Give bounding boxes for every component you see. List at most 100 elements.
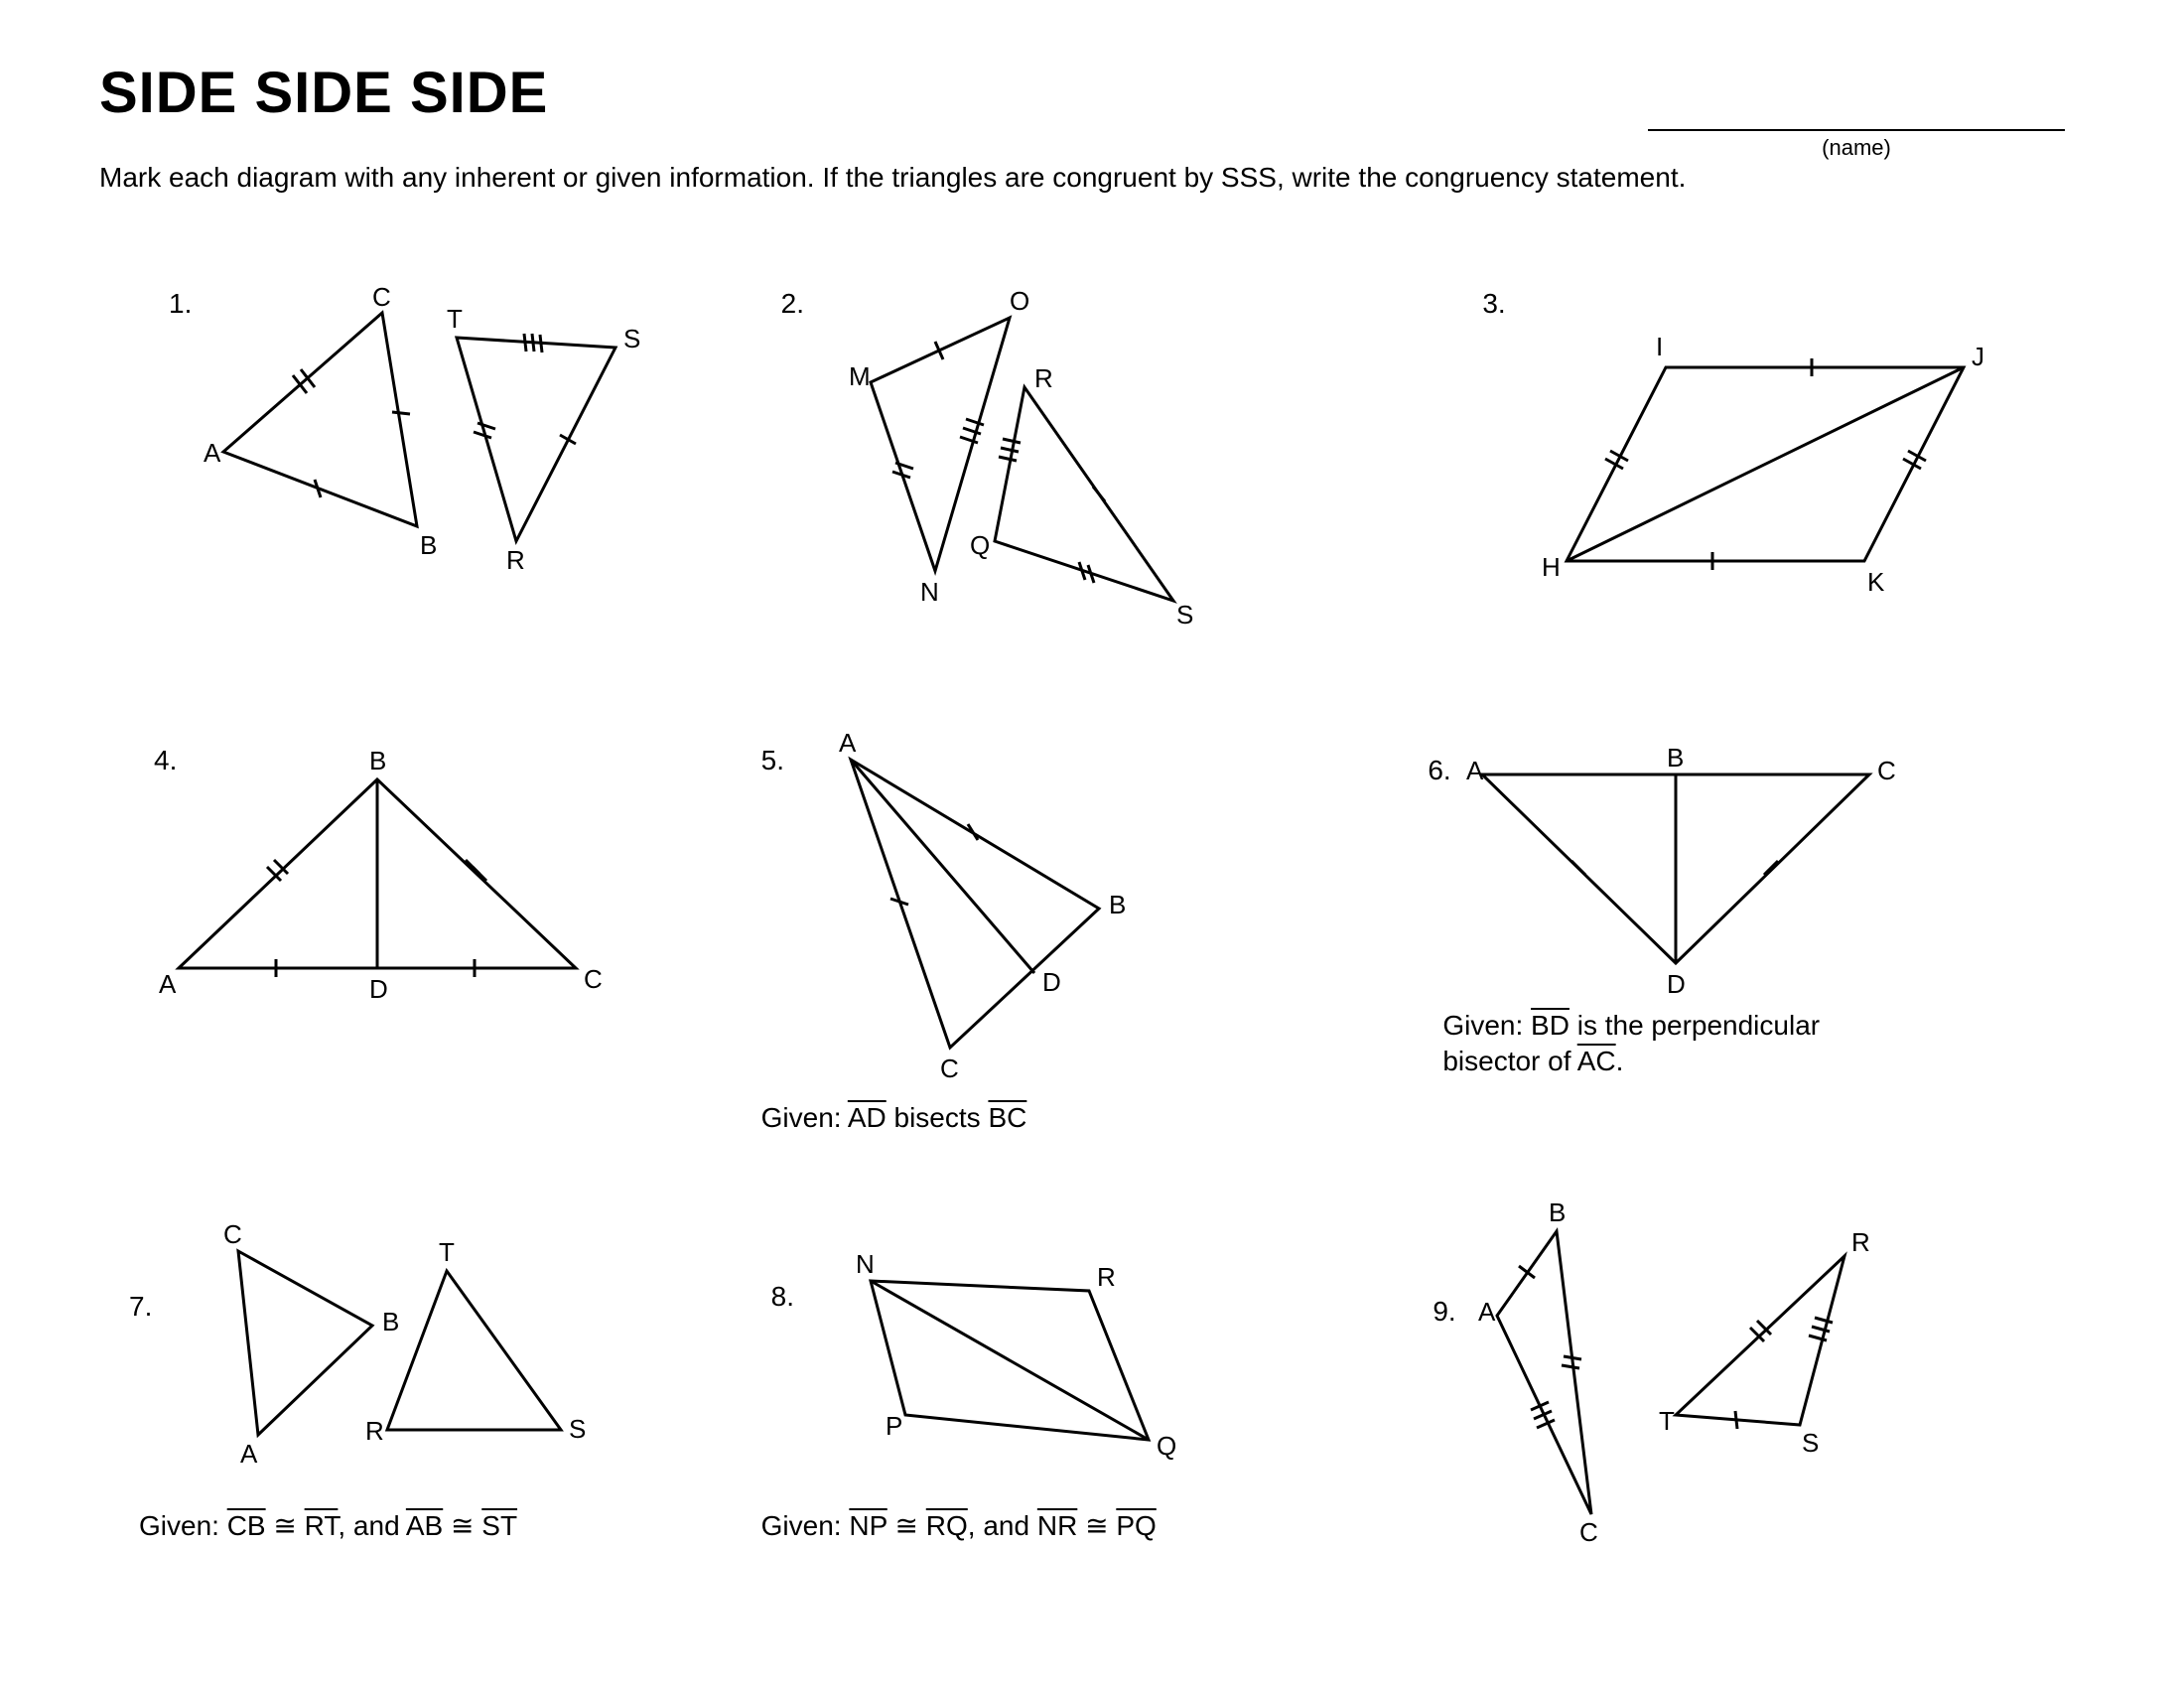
given-label: Given: — [761, 1510, 850, 1541]
instructions: Mark each diagram with any inherent or g… — [99, 162, 2085, 194]
svg-text:D: D — [1667, 969, 1686, 999]
cong: ≅ — [443, 1510, 481, 1541]
diagram-4: A B C D — [119, 735, 635, 1082]
given-label: Given: — [139, 1510, 227, 1541]
segment: PQ — [1116, 1510, 1156, 1541]
svg-text:N: N — [920, 577, 939, 607]
segment: AC — [1577, 1046, 1616, 1076]
svg-text:N: N — [856, 1249, 875, 1279]
svg-text:B: B — [1549, 1197, 1566, 1227]
given-text: Given: CB ≅ RT, and AB ≅ ST — [139, 1509, 517, 1542]
name-label: (name) — [1648, 135, 2065, 161]
svg-text:S: S — [1176, 600, 1193, 630]
diagram-7: C B A T S R — [149, 1211, 645, 1509]
svg-text:B: B — [420, 530, 437, 560]
svg-text:Q: Q — [1157, 1431, 1176, 1461]
page-title: SIDE SIDE SIDE — [99, 60, 2085, 126]
segment: CB — [227, 1510, 266, 1541]
and: , and — [338, 1510, 406, 1541]
problem-3: 3. I J H K — [1423, 278, 2085, 715]
svg-text:B: B — [369, 746, 386, 775]
svg-text:A: A — [839, 730, 857, 758]
svg-text:A: A — [1478, 1297, 1496, 1327]
problem-9: 9. A B C — [1423, 1192, 2085, 1609]
segment: ST — [481, 1510, 517, 1541]
svg-text:R: R — [1851, 1227, 1870, 1257]
segment: NR — [1037, 1510, 1077, 1541]
segment: NP — [849, 1510, 887, 1541]
problem-7: 7. C B A T S R Given: CB ≅ RT, and AB ≅ … — [99, 1192, 761, 1609]
svg-text:S: S — [623, 324, 640, 353]
given-mid: bisects — [887, 1102, 989, 1133]
svg-text:T: T — [1659, 1406, 1675, 1436]
svg-text:K: K — [1867, 567, 1885, 597]
diagram-8: N R Q P — [801, 1241, 1248, 1519]
given-line2: bisector of — [1442, 1046, 1576, 1076]
segment: BC — [988, 1102, 1026, 1133]
diagram-5: A B C D — [791, 730, 1238, 1087]
svg-text:T: T — [439, 1237, 455, 1267]
name-rule — [1648, 129, 2065, 131]
problem-number: 6. — [1428, 755, 1450, 786]
svg-text:R: R — [506, 545, 525, 575]
svg-text:C: C — [1579, 1517, 1598, 1547]
svg-text:D: D — [1042, 967, 1061, 997]
svg-text:S: S — [569, 1414, 586, 1444]
diagram-3: I J H K — [1472, 298, 2028, 645]
svg-text:M: M — [849, 361, 871, 391]
segment: AD — [848, 1102, 887, 1133]
svg-text:C: C — [372, 282, 391, 312]
svg-text:I: I — [1656, 332, 1663, 361]
svg-text:T: T — [447, 304, 463, 334]
problem-2: 2. M O N — [761, 278, 1424, 715]
given-text: Given: BD is the perpendicular bisector … — [1442, 1008, 1820, 1079]
svg-text:Q: Q — [970, 530, 990, 560]
problem-1: 1. A C B — [99, 278, 761, 715]
problem-5: 5. A B C D Given: AD bisects BC — [761, 715, 1424, 1192]
segment: AB — [406, 1510, 443, 1541]
svg-text:C: C — [584, 964, 603, 994]
diagram-6: A B C D — [1452, 745, 1929, 1023]
svg-text:B: B — [1109, 890, 1126, 919]
svg-text:A: A — [159, 969, 177, 999]
given-label: Given: — [1442, 1010, 1531, 1041]
svg-text:R: R — [1034, 363, 1053, 393]
worksheet-page: SIDE SIDE SIDE (name) Mark each diagram … — [0, 0, 2184, 1688]
diagram-1: A C B T S R — [149, 278, 645, 626]
problem-4: 4. A B C D — [99, 715, 761, 1192]
segment: RT — [305, 1510, 339, 1541]
problem-number: 8. — [771, 1281, 794, 1313]
and: , and — [968, 1510, 1037, 1541]
name-field: (name) — [1648, 129, 2065, 161]
diagram-2: M O N R Q S — [801, 278, 1248, 675]
problem-8: 8. N R Q P Given: NP ≅ RQ, and NR ≅ PQ — [761, 1192, 1424, 1609]
diagram-9: A B C R S T — [1452, 1192, 1969, 1549]
svg-text:A: A — [204, 438, 221, 468]
svg-text:P: P — [886, 1411, 902, 1441]
svg-text:A: A — [240, 1439, 258, 1469]
svg-text:C: C — [1877, 756, 1896, 785]
given-label: Given: — [761, 1102, 848, 1133]
problem-6: 6. A B C D Given: BD is the perpendicula… — [1423, 715, 2085, 1192]
cong: ≅ — [887, 1510, 926, 1541]
problem-number: 5. — [761, 745, 784, 776]
problem-grid: 1. A C B — [99, 278, 2085, 1609]
svg-text:H: H — [1542, 552, 1561, 582]
svg-text:O: O — [1010, 286, 1029, 316]
svg-text:S: S — [1802, 1428, 1819, 1458]
given-text: Given: NP ≅ RQ, and NR ≅ PQ — [761, 1509, 1157, 1542]
svg-text:C: C — [223, 1219, 242, 1249]
given-mid: is the perpendicular — [1570, 1010, 1820, 1041]
svg-text:J: J — [1972, 342, 1984, 371]
svg-text:D: D — [369, 974, 388, 1004]
cong: ≅ — [1077, 1510, 1116, 1541]
svg-text:A: A — [1466, 756, 1484, 785]
given-text: Given: AD bisects BC — [761, 1102, 1027, 1134]
svg-text:C: C — [940, 1054, 959, 1083]
svg-text:B: B — [1667, 745, 1684, 773]
svg-text:R: R — [365, 1416, 384, 1446]
segment: BD — [1531, 1010, 1570, 1041]
cong: ≅ — [266, 1510, 305, 1541]
svg-text:B: B — [382, 1307, 399, 1336]
given-end: . — [1616, 1046, 1624, 1076]
